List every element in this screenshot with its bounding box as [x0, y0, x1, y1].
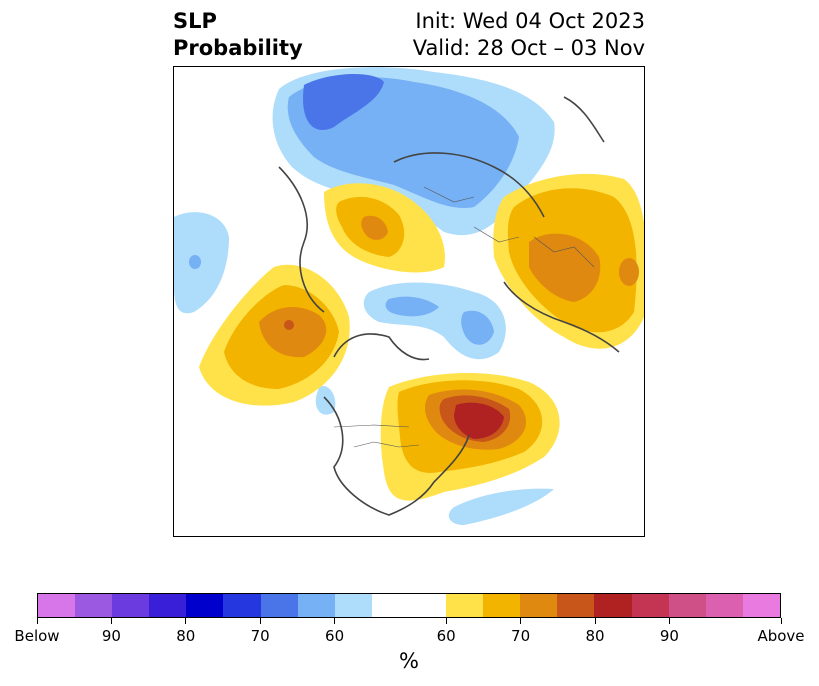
colorbar-segment — [594, 594, 632, 617]
colorbar-segment — [668, 594, 706, 617]
colorbar-segment — [557, 594, 595, 617]
colorbar-tick-label: 80 — [585, 627, 605, 645]
colorbar-tick — [110, 618, 112, 624]
borders — [333, 186, 595, 448]
colorbar-segment — [520, 594, 558, 617]
colorbar-tick-label: 70 — [250, 627, 270, 645]
colorbar-tick — [334, 618, 336, 624]
colorbar-tick — [668, 618, 670, 624]
colorbar-segment — [334, 594, 372, 617]
colorbar-segment — [742, 594, 780, 617]
colorbar-segment — [297, 594, 335, 617]
init-date: Init: Wed 04 Oct 2023 — [415, 9, 645, 33]
colorbar-segment — [260, 594, 298, 617]
colorbar-tick — [445, 618, 447, 624]
colorbar-tick — [185, 618, 187, 624]
colorbar-segment — [38, 594, 76, 617]
colorbar-segment — [631, 594, 669, 617]
colorbar-tick-label: 70 — [511, 627, 531, 645]
colorbar-tick — [594, 618, 596, 624]
below-normal-regions — [174, 67, 555, 525]
colorbar-tick — [780, 618, 782, 624]
colorbar-tick — [259, 618, 261, 624]
colorbar-tick-label: 60 — [325, 627, 345, 645]
colorbar-tick-label: Above — [757, 627, 805, 645]
probability-colorbar — [37, 593, 781, 618]
above-normal-regions — [199, 173, 644, 501]
polar-projection-map — [174, 67, 644, 525]
colorbar-unit: % — [399, 649, 419, 673]
map-dates: Init: Wed 04 Oct 2023 Valid: 28 Oct – 03… — [413, 8, 645, 62]
colorbar-segment — [112, 594, 150, 617]
coastlines — [278, 96, 620, 516]
colorbar-segment — [371, 594, 447, 617]
valid-range: Valid: 28 Oct – 03 Nov — [412, 36, 645, 60]
colorbar-tick-label: 60 — [436, 627, 456, 645]
colorbar-segment — [705, 594, 743, 617]
colorbar-tick-label: 90 — [101, 627, 121, 645]
colorbar-segment — [483, 594, 521, 617]
title-variable: SLP — [173, 9, 217, 33]
colorbar-segment — [75, 594, 113, 617]
colorbar-segment — [149, 594, 187, 617]
colorbar-tick — [520, 618, 522, 624]
title-field: Probability — [173, 36, 303, 60]
map-title: SLP Probability — [173, 8, 303, 62]
colorbar-tick-label: 80 — [176, 627, 196, 645]
colorbar-segment — [223, 594, 261, 617]
colorbar-tick — [36, 618, 38, 624]
colorbar-segment — [186, 594, 224, 617]
colorbar-tick-label: 90 — [659, 627, 679, 645]
colorbar-tick-label: Below — [14, 627, 60, 645]
probability-map — [173, 66, 645, 537]
colorbar-segment — [446, 594, 484, 617]
